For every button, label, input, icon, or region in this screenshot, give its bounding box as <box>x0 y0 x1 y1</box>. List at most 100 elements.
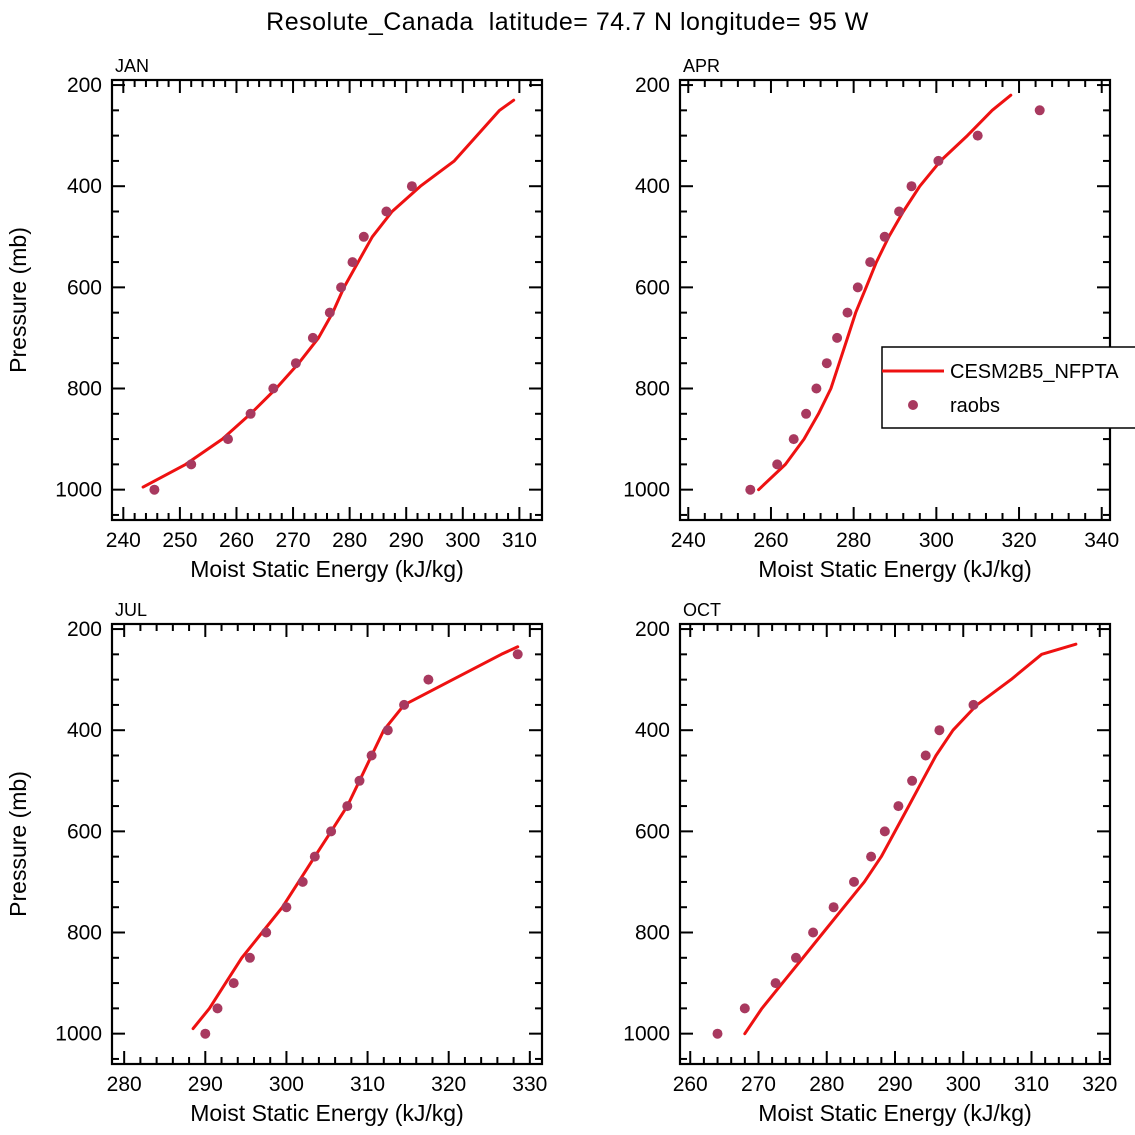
x-tick-label: 240 <box>671 529 706 552</box>
raobs-dot <box>281 902 292 913</box>
raobs-dot <box>381 206 392 217</box>
raobs-dot <box>297 876 308 887</box>
y-tick-label: 400 <box>67 719 102 742</box>
x-tick-label: 240 <box>106 529 141 552</box>
raobs-dot <box>842 307 853 318</box>
y-tick-label: 1000 <box>55 479 102 502</box>
panel-month-label: JAN <box>115 56 149 76</box>
y-tick-label: 400 <box>635 175 670 198</box>
legend-dot-label: raobs <box>950 395 1000 417</box>
x-axis-title: Moist Static Energy (kJ/kg) <box>190 556 464 582</box>
raobs-dot <box>865 257 876 268</box>
raobs-dot <box>212 1003 223 1014</box>
y-tick-label: 1000 <box>623 479 670 502</box>
y-tick-label: 600 <box>67 276 102 299</box>
panel-jul: 280 290 300 310 320 330 200 400 600 800 1000 JUL Moi… <box>5 600 547 1126</box>
y-tick-label: 800 <box>635 922 670 945</box>
raobs-dot <box>808 927 819 938</box>
x-tick-label: 290 <box>877 1073 912 1096</box>
x-tick-label: 280 <box>332 529 367 552</box>
raobs-dot <box>832 332 843 343</box>
raobs-dot <box>770 978 781 989</box>
x-tick-label: 280 <box>107 1073 142 1096</box>
y-tick-label: 800 <box>67 922 102 945</box>
raobs-dot <box>933 155 944 166</box>
x-tick-label: 300 <box>445 529 480 552</box>
x-tick-label: 260 <box>673 1073 708 1096</box>
raobs-dot <box>968 699 979 710</box>
raobs-dot <box>326 826 337 837</box>
raobs-dot <box>788 434 799 445</box>
x-tick-label: 300 <box>919 529 954 552</box>
x-tick-label: 290 <box>188 1073 223 1096</box>
x-tick-label: 250 <box>162 529 197 552</box>
panel-oct: 260 270 280 290 300 310 320 200 400 600 800 1000 OCT… <box>623 600 1117 1126</box>
x-tick-label: 300 <box>946 1073 981 1096</box>
raobs-dot <box>712 1028 723 1039</box>
y-tick-label: 600 <box>635 276 670 299</box>
y-tick-label: 200 <box>635 618 670 641</box>
raobs-dot <box>244 952 255 963</box>
x-axis-title: Moist Static Energy (kJ/kg) <box>758 1100 1032 1126</box>
legend-box <box>881 346 1135 429</box>
y-tick-label: 1000 <box>55 1023 102 1046</box>
panel-apr: 240 260 280 300 320 340 200 400 600 800 1000 CESM2B… <box>623 56 1135 582</box>
y-tick-label: 600 <box>67 820 102 843</box>
x-tick-label: 260 <box>219 529 254 552</box>
raobs-dot <box>745 484 756 495</box>
raobs-dot <box>512 649 523 660</box>
raobs-dot <box>228 978 239 989</box>
cesm-line <box>743 642 1078 1036</box>
raobs-dot <box>828 902 839 913</box>
y-axis-title: Pressure (mb) <box>5 227 31 373</box>
raobs-dot <box>200 1028 211 1039</box>
raobs-dot <box>866 851 877 862</box>
legend-dot-sample <box>908 400 918 410</box>
x-tick-label: 310 <box>502 529 537 552</box>
raobs-dot <box>772 459 783 470</box>
raobs-dot <box>1034 105 1045 116</box>
x-tick-label: 270 <box>741 1073 776 1096</box>
cesm-line <box>191 645 520 1031</box>
raobs-dot <box>423 674 434 685</box>
plot-frame <box>110 78 544 522</box>
y-tick-label: 400 <box>67 175 102 198</box>
cesm-line <box>757 93 1013 492</box>
raobs-dot <box>336 282 347 293</box>
panel-jan: 240 250 260 270 280 290 300 310 200 400 600 800 1000… <box>5 56 544 582</box>
x-tick-label: 320 <box>431 1073 466 1096</box>
figure-title: Resolute_Canada latitude= 74.7 N longitu… <box>266 8 869 36</box>
panel-month-label: JUL <box>115 600 147 620</box>
y-tick-label: 1000 <box>623 1023 670 1046</box>
x-tick-label: 290 <box>389 529 424 552</box>
raobs-dot <box>972 130 983 141</box>
raobs-dot <box>186 459 197 470</box>
raobs-dot <box>358 231 369 242</box>
x-tick-label: 330 <box>512 1073 547 1096</box>
x-tick-label: 310 <box>1014 1073 1049 1096</box>
y-axis-title: Pressure (mb) <box>5 771 31 917</box>
plot-frame <box>110 622 544 1066</box>
x-tick-label: 280 <box>809 1073 844 1096</box>
raobs-dot <box>907 775 918 786</box>
legend-line-label: CESM2B5_NFPTA <box>950 361 1119 383</box>
x-tick-label: 320 <box>1002 529 1037 552</box>
y-tick-label: 200 <box>67 618 102 641</box>
raobs-dot <box>268 383 279 394</box>
raobs-dot <box>223 434 233 445</box>
raobs-dot <box>893 801 904 812</box>
x-axis-title: Moist Static Energy (kJ/kg) <box>190 1100 464 1126</box>
raobs-dot <box>399 699 410 710</box>
cesm-line <box>141 98 516 489</box>
raobs-dot <box>849 876 859 887</box>
raobs-dot <box>934 725 945 736</box>
x-tick-label: 300 <box>269 1073 304 1096</box>
x-tick-label: 280 <box>836 529 871 552</box>
raobs-dot <box>347 257 358 268</box>
y-tick-label: 600 <box>635 820 670 843</box>
y-tick-label: 200 <box>635 74 670 97</box>
y-tick-label: 800 <box>67 378 102 401</box>
y-tick-label: 400 <box>635 719 670 742</box>
raobs-dot <box>149 484 160 495</box>
